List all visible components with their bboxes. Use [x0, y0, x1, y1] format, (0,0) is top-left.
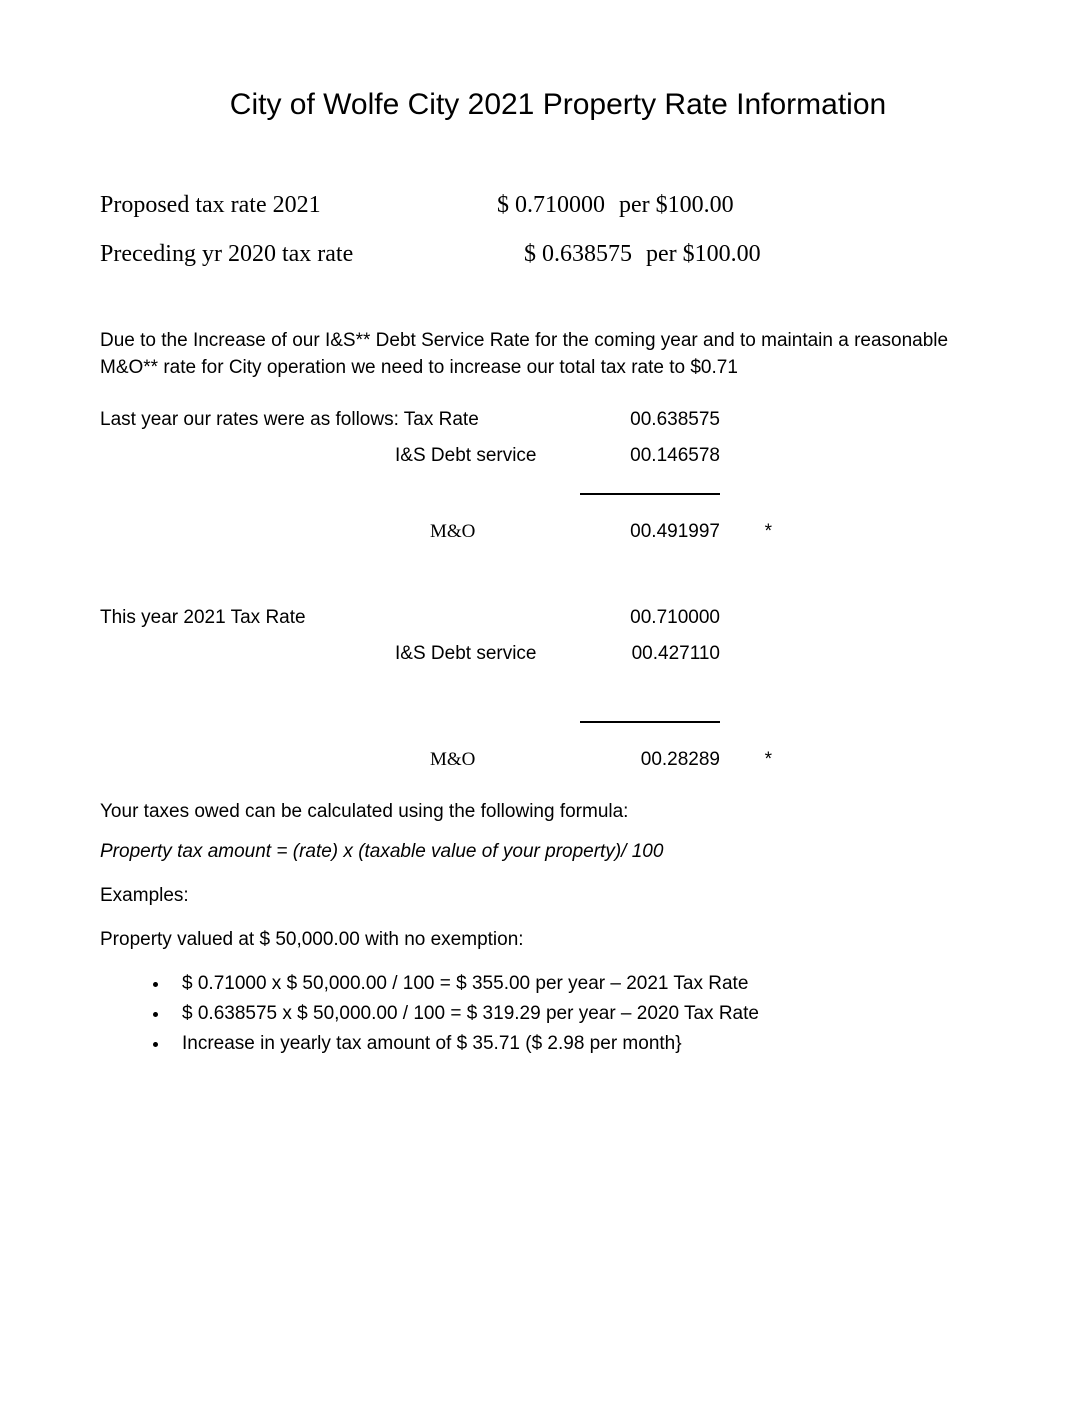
proposed-rate-row: Proposed tax rate 2021 $ 0.710000 per $1… [100, 192, 986, 219]
last-year-is-label: I&S Debt service [100, 445, 590, 467]
bullet-item: $ 0.71000 x $ 50,000.00 / 100 = $ 355.00… [170, 973, 986, 995]
last-year-is-row: I&S Debt service 00.146578 [100, 445, 986, 467]
page-title: City of Wolfe City 2021 Property Rate In… [130, 88, 986, 122]
proposed-rate-label: Proposed tax rate 2021 [100, 192, 430, 219]
this-year-mo-star: * [720, 749, 772, 771]
this-year-intro-label: This year 2021 Tax Rate [100, 607, 590, 629]
this-year-is-value: 00.427110 [590, 643, 720, 665]
formula-intro: Your taxes owed can be calculated using … [100, 801, 986, 823]
example-preamble: Property valued at $ 50,000.00 with no e… [100, 929, 986, 951]
this-year-tax-rate-value: 00.710000 [590, 607, 720, 629]
preceding-rate-row: Preceding yr 2020 tax rate $ 0.638575 pe… [100, 241, 986, 268]
document-page: City of Wolfe City 2021 Property Rate In… [0, 0, 1086, 1123]
this-year-mo-label: M&O [100, 749, 590, 771]
preceding-rate-label: Preceding yr 2020 tax rate [100, 241, 430, 268]
example-bullet-list: $ 0.71000 x $ 50,000.00 / 100 = $ 355.00… [100, 973, 986, 1055]
last-year-mo-value: 00.491997 [590, 521, 720, 543]
last-year-mo-row: M&O 00.491997 * [100, 521, 986, 543]
formula-text: Property tax amount = (rate) x (taxable … [100, 841, 986, 863]
this-year-mo-row: M&O 00.28289 * [100, 749, 986, 771]
last-year-tax-rate-value: 00.638575 [590, 409, 720, 431]
preceding-rate-amount: $ 0.638575 [430, 241, 632, 268]
proposed-rate-per: per $100.00 [605, 192, 734, 219]
preceding-rate-per: per $100.00 [632, 241, 761, 268]
proposed-rate-amount: $ 0.710000 [430, 192, 605, 219]
this-year-is-label: I&S Debt service [100, 643, 590, 665]
last-year-is-value: 00.146578 [590, 445, 720, 467]
last-year-intro-label: Last year our rates were as follows: Tax… [100, 409, 590, 431]
this-year-is-row: I&S Debt service 00.427110 [100, 643, 986, 665]
bullet-item: $ 0.638575 x $ 50,000.00 / 100 = $ 319.2… [170, 1003, 986, 1025]
explanation-paragraph: Due to the Increase of our I&S** Debt Se… [100, 328, 986, 381]
last-year-mo-label: M&O [100, 521, 590, 543]
examples-header: Examples: [100, 885, 986, 907]
last-year-mo-star: * [720, 521, 772, 543]
this-year-mo-value: 00.28289 [590, 749, 720, 771]
divider-line [580, 493, 720, 495]
bullet-item: Increase in yearly tax amount of $ 35.71… [170, 1033, 986, 1055]
divider-line [580, 721, 720, 723]
this-year-tax-rate-row: This year 2021 Tax Rate 00.710000 [100, 607, 986, 629]
last-year-tax-rate-row: Last year our rates were as follows: Tax… [100, 409, 986, 431]
